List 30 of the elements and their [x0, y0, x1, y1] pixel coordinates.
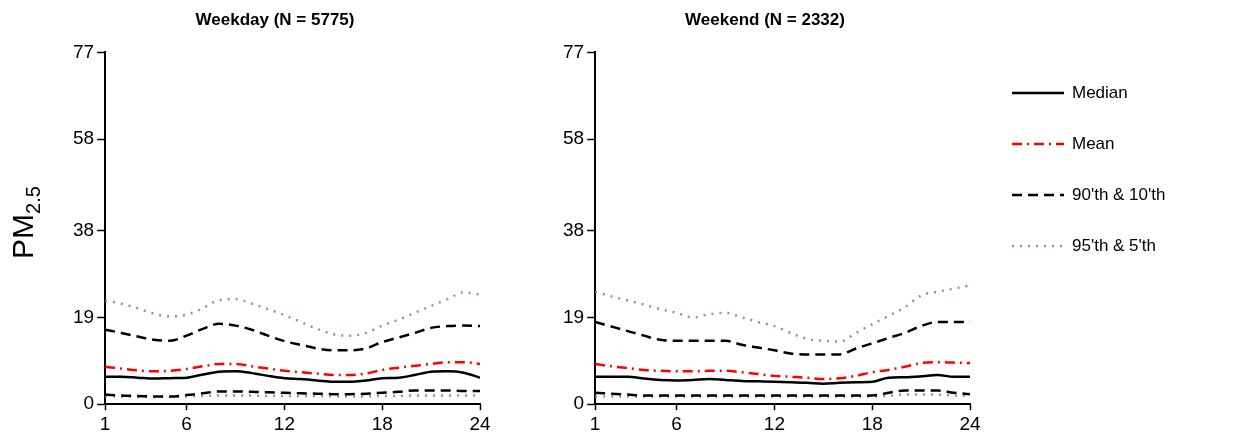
- y-tick-label: 0: [573, 392, 585, 414]
- legend-label: 90'th & 10'th: [1072, 185, 1166, 205]
- y-tick-label: 19: [72, 305, 95, 327]
- chart-title: Weekday (N = 5775): [195, 9, 355, 29]
- y-tick-label: 0: [83, 392, 95, 414]
- y-tick-label: 77: [72, 40, 95, 62]
- x-tick-label: 1: [589, 412, 601, 434]
- x-tick-label: 12: [763, 412, 785, 434]
- y-tick-label: 58: [72, 127, 95, 149]
- legend-label: 95'th & 5'th: [1072, 236, 1156, 256]
- x-tick-label: 18: [861, 412, 883, 434]
- x-tick-label: 12: [273, 412, 295, 434]
- legend-label: Median: [1072, 83, 1128, 103]
- x-tick-label: 1: [99, 412, 111, 434]
- x-tick-label: 6: [181, 412, 192, 434]
- y-tick-label: 38: [72, 218, 95, 240]
- line-series: [595, 360, 970, 381]
- y-tick-label: 38: [562, 218, 585, 240]
- chart-title: Weekend (N = 2332): [685, 9, 845, 29]
- x-tick-label: 6: [671, 412, 682, 434]
- y-tick-label: 19: [562, 305, 585, 327]
- legend-label: Mean: [1072, 134, 1115, 154]
- y-tick-label: 58: [562, 127, 585, 149]
- x-tick-label: 18: [371, 412, 393, 434]
- x-tick-label: 24: [469, 412, 491, 434]
- x-tick-label: 24: [959, 412, 981, 434]
- line-series: [595, 284, 970, 343]
- line-series: [105, 291, 480, 337]
- line-series: [105, 360, 480, 377]
- y-tick-label: 77: [562, 40, 585, 62]
